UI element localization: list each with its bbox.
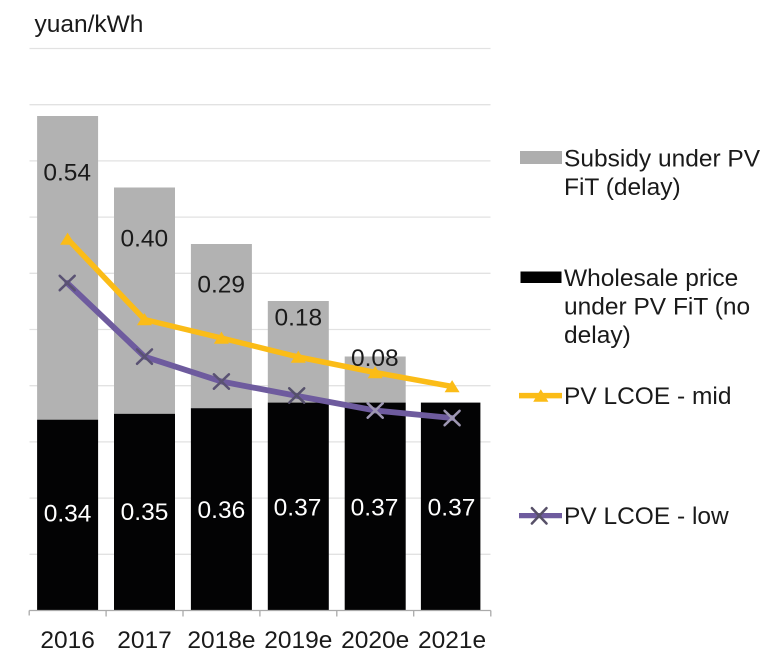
svg-text:0.54: 0.54 [43, 160, 91, 187]
svg-text:FiT (delay): FiT (delay) [564, 174, 681, 201]
svg-text:2019e: 2019e [264, 627, 332, 654]
svg-text:2017: 2017 [117, 627, 172, 654]
svg-text:0.37: 0.37 [274, 495, 322, 522]
svg-text:0.40: 0.40 [120, 226, 168, 253]
svg-text:0.34: 0.34 [44, 501, 92, 528]
svg-text:PV LCOE - mid: PV LCOE - mid [564, 383, 731, 410]
svg-text:2020e: 2020e [341, 627, 409, 654]
svg-text:2018e: 2018e [187, 627, 255, 654]
svg-text:yuan/kWh: yuan/kWh [35, 11, 144, 38]
svg-text:0.35: 0.35 [121, 499, 169, 526]
svg-text:0.36: 0.36 [198, 497, 246, 524]
svg-text:0.18: 0.18 [274, 305, 322, 332]
svg-text:2021e: 2021e [418, 627, 486, 654]
svg-text:Wholesale price: Wholesale price [564, 265, 738, 292]
svg-text:2016: 2016 [40, 627, 95, 654]
svg-text:0.37: 0.37 [351, 495, 399, 522]
svg-text:delay): delay) [564, 322, 631, 349]
svg-text:0.37: 0.37 [428, 495, 476, 522]
svg-text:under PV FiT (no: under PV FiT (no [564, 293, 750, 320]
svg-text:0.29: 0.29 [197, 272, 245, 299]
svg-text:PV LCOE - low: PV LCOE - low [564, 503, 729, 530]
svg-text:Subsidy under PV: Subsidy under PV [564, 146, 761, 173]
